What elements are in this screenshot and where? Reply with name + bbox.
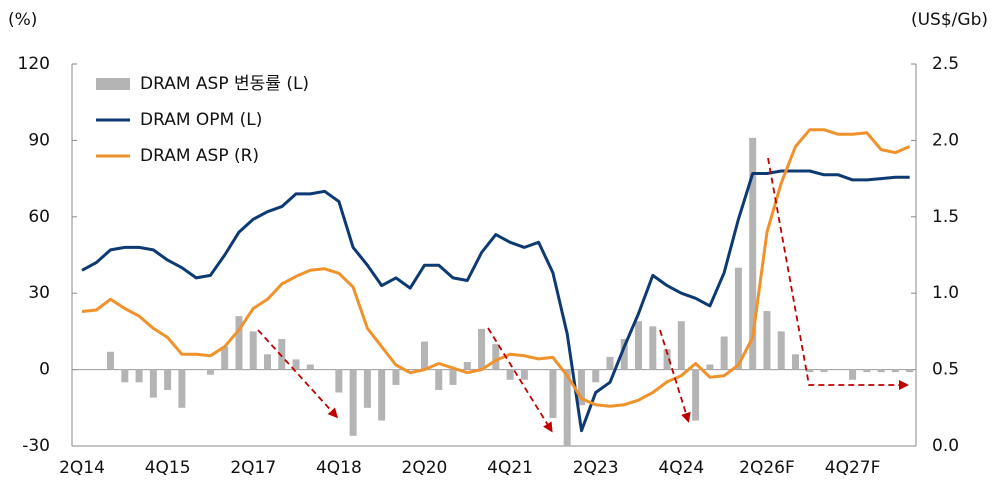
y-tick-label: -30 (22, 436, 50, 456)
x-tick-label: 2Q23 (573, 458, 619, 478)
y-axis-label: (%) (8, 10, 37, 30)
bar (378, 369, 386, 421)
bar (649, 326, 657, 370)
bar (292, 359, 300, 370)
bar (164, 369, 172, 390)
y2-tick-label: 0.5 (932, 360, 959, 380)
bar (449, 369, 457, 385)
line (81, 128, 911, 408)
x-tick-label: 4Q21 (487, 458, 533, 478)
bar (363, 369, 371, 408)
legend-label: DRAM OPM (L) (140, 110, 262, 130)
x-tick-label: 4Q15 (145, 458, 191, 478)
legend-label: DRAM ASP (R) (140, 146, 259, 166)
bar (792, 354, 799, 370)
bar (221, 346, 229, 370)
arrow (257, 329, 339, 419)
y2-axis-label: (US$/Gb) (911, 10, 988, 30)
bar (777, 331, 785, 370)
bar (492, 344, 500, 370)
bar (891, 369, 899, 373)
x-tick-label: 2Q14 (59, 458, 105, 478)
trend-arrows (257, 157, 909, 433)
bar (577, 369, 585, 406)
x-tick-label: 4Q18 (316, 458, 362, 478)
bar (392, 369, 400, 385)
x-tick-label: 2Q17 (230, 458, 276, 478)
y-tick-label: 120 (18, 54, 50, 74)
bar (663, 349, 671, 370)
x-tick-label: 2Q26F (739, 458, 795, 478)
bar (820, 369, 828, 373)
bar (706, 364, 714, 370)
bar (549, 369, 557, 418)
bar (178, 369, 186, 408)
y2-tick-label: 2.0 (932, 130, 959, 150)
x-tick-label: 4Q24 (658, 458, 704, 478)
y2-tick-label: 1.0 (932, 283, 959, 303)
bar (264, 354, 272, 370)
bar (806, 369, 814, 373)
bar (435, 369, 443, 390)
bar (677, 321, 685, 370)
arrow (767, 157, 909, 390)
bar (121, 369, 129, 383)
bar (206, 369, 214, 375)
line (81, 169, 910, 433)
bar (849, 369, 857, 380)
bar (335, 369, 343, 393)
y-tick-label: 30 (28, 283, 50, 303)
x-tick-label: 4Q27F (825, 458, 881, 478)
bar (863, 369, 871, 373)
legend-swatch (96, 78, 130, 90)
bar (734, 267, 742, 370)
bar (906, 369, 914, 373)
y2-tick-label: 1.5 (932, 207, 959, 227)
bar (749, 137, 757, 370)
y-tick-label: 90 (28, 130, 50, 150)
x-tick-label: 2Q20 (402, 458, 448, 478)
bar (692, 369, 700, 421)
bar (235, 316, 243, 370)
legend-label: DRAM ASP 변동률 (L) (140, 74, 309, 94)
bar (620, 339, 628, 370)
plot: -30 0 30 60 90 120 0.0 0.5 1.0 1.5 2.0 2.5 2Q14 4Q15 2… (18, 54, 960, 478)
bar (107, 351, 115, 370)
bar (520, 369, 528, 380)
y-tick-label: 60 (28, 207, 50, 227)
arrow (487, 327, 553, 433)
bar (149, 369, 157, 398)
bar (592, 369, 600, 383)
bar (135, 369, 143, 383)
bar (877, 369, 885, 373)
bar (463, 361, 471, 370)
bar (763, 311, 771, 370)
bar (306, 364, 314, 370)
bar (720, 336, 728, 370)
arrow (659, 329, 691, 423)
bar (563, 369, 571, 446)
bar (249, 331, 257, 370)
bar (478, 328, 486, 370)
bar (606, 356, 614, 370)
y-tick-label: 0 (39, 360, 50, 380)
bar (635, 321, 643, 370)
bar (506, 369, 514, 380)
y2-tick-label: 0.0 (932, 436, 959, 456)
bar (420, 341, 428, 370)
bar (349, 369, 357, 436)
y2-tick-label: 2.5 (932, 54, 959, 74)
bar (278, 339, 286, 370)
